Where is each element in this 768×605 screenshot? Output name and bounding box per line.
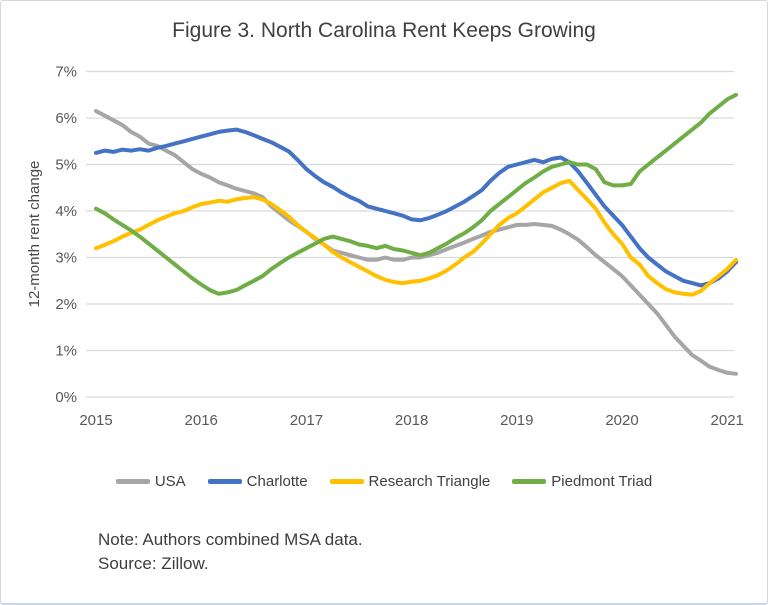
legend-swatch-research-triangle — [329, 479, 364, 484]
legend-item-piedmont-triad: Piedmont Triad — [512, 473, 652, 490]
legend-label-usa: USA — [154, 473, 186, 490]
y-tick-label: 0% — [55, 389, 77, 406]
y-tick-label: 7% — [55, 64, 77, 81]
legend-label-research-triangle: Research Triangle — [368, 473, 491, 490]
chart-source: Source: Zillow. — [98, 554, 209, 573]
legend-swatch-usa — [115, 479, 150, 484]
y-tick-label: 6% — [55, 110, 77, 127]
chart-title: Figure 3. North Carolina Rent Keeps Grow… — [172, 19, 596, 42]
legend-swatch-piedmont-triad — [512, 479, 547, 484]
y-tick-label: 3% — [55, 250, 77, 267]
series-line-charlotte — [94, 127, 738, 288]
x-tick-label: 2016 — [185, 412, 218, 429]
legend-label-piedmont-triad: Piedmont Triad — [551, 473, 653, 490]
y-tick-label: 2% — [55, 296, 77, 313]
legend-item-charlotte: Charlotte — [207, 473, 308, 490]
legend-swatch-charlotte — [207, 479, 242, 484]
x-tick-label: 2021 — [711, 412, 744, 429]
chart-notes: Note: Authors combined MSA data. Source:… — [98, 528, 363, 576]
legend-item-usa: USA — [115, 473, 186, 490]
y-tick-label: 1% — [55, 343, 77, 360]
x-tick-label: 2017 — [290, 412, 323, 429]
x-tick-label: 2020 — [605, 412, 638, 429]
y-tick-label: 4% — [55, 203, 77, 220]
y-axis-title: 12-month rent change — [26, 161, 43, 308]
chart-note: Note: Authors combined MSA data. — [98, 530, 363, 549]
series-line-usa — [94, 109, 738, 376]
chart-plot-area: 12-month rent change 0% 1% 2% 3% 4% 5% 6% 7% 201… — [26, 64, 744, 430]
x-tick-label: 2019 — [500, 412, 533, 429]
series-line-research-triangle — [94, 178, 738, 297]
legend-label-charlotte: Charlotte — [246, 473, 308, 490]
series-line-piedmont-triad — [94, 92, 738, 296]
x-tick-label: 2015 — [79, 412, 112, 429]
legend-item-research-triangle: Research Triangle — [329, 473, 491, 490]
y-tick-label: 5% — [55, 157, 77, 174]
chart-legend: USA Charlotte Research Triangle Piedmont Tr… — [1, 473, 767, 490]
x-tick-label: 2018 — [395, 412, 428, 429]
